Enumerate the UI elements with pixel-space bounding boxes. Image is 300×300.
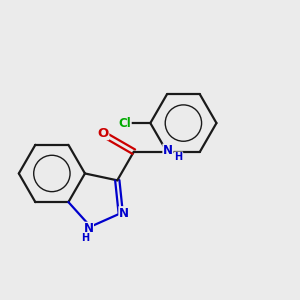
- Text: N: N: [163, 144, 173, 157]
- Text: N: N: [83, 222, 93, 235]
- Text: H: H: [81, 233, 89, 243]
- Text: H: H: [175, 152, 183, 162]
- Text: Cl: Cl: [118, 117, 131, 130]
- Text: N: N: [119, 207, 129, 220]
- Text: O: O: [98, 127, 109, 140]
